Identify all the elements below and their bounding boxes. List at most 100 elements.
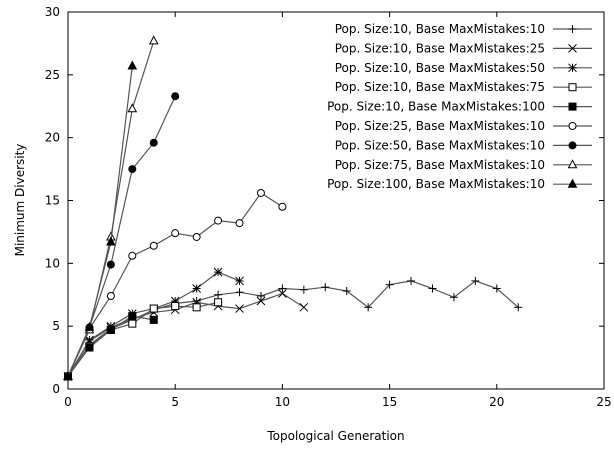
series-1-point-14: [364, 303, 373, 312]
series-6-point-2: [106, 292, 115, 301]
y-axis-label: Minimum Diversity: [13, 144, 27, 257]
series-9-line: [67, 65, 133, 377]
series-4-point-6: [192, 303, 201, 312]
series-1-point-19: [471, 276, 480, 285]
legend-marker-5: [568, 102, 577, 111]
series-3-point-6: [192, 284, 201, 293]
legend-entry-7: Pop. Size:50, Base MaxMistakes:10: [335, 138, 592, 152]
series-6-point-10: [278, 202, 287, 211]
legend-label-1: Pop. Size:10, Base MaxMistakes:10: [335, 22, 545, 36]
y-tick-label-1: 5: [52, 319, 60, 333]
series-4-point-5: [171, 302, 180, 311]
series-5-point-2: [106, 325, 115, 334]
series-3-point-7: [213, 267, 223, 277]
legend-entry-1: Pop. Size:10, Base MaxMistakes:10: [335, 22, 592, 36]
series-1-point-21: [514, 303, 523, 312]
legend-marker-1: [568, 25, 577, 33]
series-5-point-3: [128, 312, 137, 321]
x-tick-label-1: 5: [171, 395, 179, 409]
series-layer: [63, 35, 523, 381]
series-6-point-8: [235, 219, 244, 228]
series-3-line: [67, 271, 240, 377]
x-tick-label-3: 15: [382, 395, 397, 409]
x-tick-label-5: 25: [596, 395, 611, 409]
legend-label-8: Pop. Size:75, Base MaxMistakes:10: [335, 158, 545, 172]
series-6-point-6: [192, 232, 201, 241]
y-tick-label-6: 30: [45, 5, 60, 19]
legend-entry-3: Pop. Size:10, Base MaxMistakes:50: [335, 61, 592, 75]
x-axis-label: Topological Generation: [266, 429, 404, 443]
series-1-point-17: [428, 284, 437, 293]
x-tick-label-2: 10: [275, 395, 290, 409]
series-6: [64, 188, 287, 381]
series-5: [64, 312, 158, 381]
legend-label-6: Pop. Size:25, Base MaxMistakes:10: [335, 119, 545, 133]
series-1-point-16: [407, 276, 416, 285]
series-1-point-12: [321, 283, 330, 292]
series-1-point-11: [299, 285, 308, 294]
series-1-line: [67, 280, 519, 377]
series-1: [64, 276, 523, 381]
legend-entry-9: Pop. Size:100, Base MaxMistakes:10: [327, 177, 592, 191]
series-7-point-5: [171, 92, 180, 101]
legend-entry-4: Pop. Size:10, Base MaxMistakes:75: [335, 80, 592, 94]
legend-label-5: Pop. Size:10, Base MaxMistakes:100: [327, 100, 545, 114]
series-5-point-1: [85, 343, 94, 352]
series-2-point-11: [299, 302, 309, 312]
y-tick-label-4: 20: [45, 131, 60, 145]
legend: Pop. Size:10, Base MaxMistakes:10 Pop. Si…: [327, 22, 592, 191]
series-6-point-5: [171, 229, 180, 238]
x-tick-label-4: 20: [489, 395, 504, 409]
series-9-point-2: [106, 236, 116, 246]
y-tick-label-2: 10: [45, 256, 60, 270]
legend-marker-4: [568, 83, 577, 92]
series-1-point-13: [342, 286, 351, 295]
series-2-point-10: [278, 289, 287, 298]
series-9-point-0: [63, 370, 73, 380]
series-7-point-3: [128, 165, 137, 174]
legend-entry-5: Pop. Size:10, Base MaxMistakes:100: [327, 100, 592, 114]
series-8-point-4: [148, 35, 159, 45]
series-2-point-8: [235, 304, 244, 313]
series-3-point-8: [235, 276, 244, 286]
series-9-point-3: [127, 60, 138, 70]
series-1-point-10: [278, 284, 287, 293]
series-6-point-3: [128, 251, 137, 260]
legend-label-7: Pop. Size:50, Base MaxMistakes:10: [335, 138, 545, 152]
series-1-point-18: [449, 293, 458, 302]
legend-entry-6: Pop. Size:25, Base MaxMistakes:10: [335, 119, 592, 133]
series-1-point-20: [492, 284, 501, 293]
y-tick-label-3: 15: [45, 194, 60, 208]
series-1-point-8: [235, 288, 244, 297]
legend-marker-6: [568, 122, 577, 130]
series-7-line: [67, 95, 176, 377]
series-1-point-9: [256, 292, 265, 301]
x-tick-label-0: 0: [64, 395, 72, 409]
legend-label-3: Pop. Size:10, Base MaxMistakes:50: [335, 61, 545, 75]
legend-marker-3: [568, 63, 577, 73]
axis-ticks: 0 5 10 15 20 25 0 5 10 15 20 25 30: [45, 5, 612, 409]
series-2-point-9: [256, 296, 266, 306]
series-6-point-9: [256, 188, 265, 197]
y-tick-label-5: 25: [45, 68, 60, 82]
y-tick-label-0: 0: [52, 382, 60, 396]
series-1-point-15: [385, 280, 394, 289]
series-7-point-2: [106, 260, 115, 269]
legend-marker-9: [567, 178, 578, 188]
series-4-point-4: [149, 304, 158, 313]
legend-marker-7: [568, 141, 577, 150]
series-7: [64, 92, 180, 381]
legend-label-9: Pop. Size:100, Base MaxMistakes:10: [327, 177, 545, 191]
series-5-point-4: [149, 315, 158, 324]
legend-marker-8: [567, 159, 578, 169]
series-4-point-7: [214, 298, 223, 307]
series-7-point-4: [149, 138, 158, 147]
series-2: [63, 289, 309, 381]
legend-entry-8: Pop. Size:75, Base MaxMistakes:10: [335, 158, 592, 172]
series-9: [63, 60, 138, 380]
series-6-point-7: [214, 216, 223, 225]
legend-marker-2: [568, 44, 577, 53]
series-4-point-3: [128, 319, 137, 328]
